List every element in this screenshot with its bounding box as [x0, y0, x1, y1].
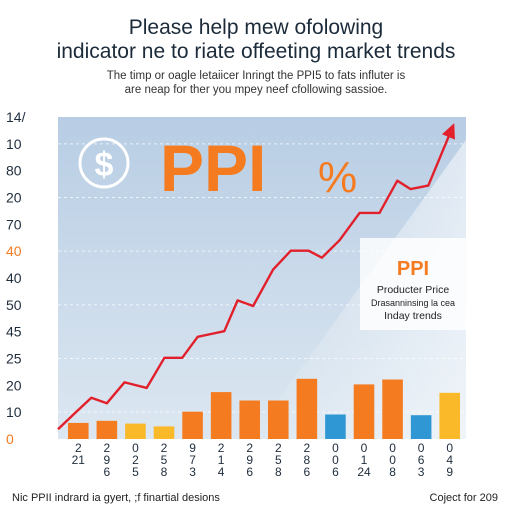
y-tick-label: 20	[6, 377, 22, 393]
subtitle-line-2: are neap for ther you mpey neef cfollowi…	[124, 84, 388, 96]
y-axis-tick-labels: 0 10 20 25 45 50 40 40 70 20 80 10 14/	[6, 109, 26, 447]
bar	[410, 415, 432, 439]
bar	[296, 378, 318, 439]
footer-note: Nic PPII indrard ia gyert, ;f finartial …	[12, 492, 220, 504]
inset-title: PPI	[397, 258, 429, 280]
bar	[439, 392, 460, 439]
bar	[182, 411, 203, 439]
page-title-line-2: indicator ne to riate offeeting market t…	[56, 40, 456, 63]
y-tick-label: 70	[6, 216, 22, 232]
bar	[96, 420, 118, 439]
page-title-line-1: Please help mew ofolowing	[128, 16, 384, 39]
bar	[268, 400, 289, 439]
dollar-icon: $	[78, 137, 130, 189]
bars	[68, 378, 460, 439]
y-tick-label: 80	[6, 163, 22, 179]
y-tick-label: 25	[6, 351, 22, 367]
inset-line-2: Drasanninsing la cea	[371, 298, 455, 308]
x-tick-label: 2 21	[72, 441, 86, 467]
dollar-symbol: $	[95, 146, 114, 184]
y-tick-label: 50	[6, 297, 22, 313]
y-tick-label: 14/	[6, 109, 26, 125]
bar	[68, 422, 89, 439]
x-tick-label: 0 1 24	[357, 441, 371, 479]
y-tick-label: 0	[6, 431, 14, 447]
bar	[210, 392, 232, 439]
bar	[125, 423, 146, 439]
y-tick-label: 10	[6, 404, 22, 420]
y-tick-label: 45	[6, 324, 22, 340]
ppi-trend-line	[57, 126, 454, 431]
light-ray	[250, 140, 466, 439]
subtitle-line-1: The timp or oagle letaiicer Inringt the …	[106, 70, 406, 82]
ppi-overlay-text: PPI	[160, 131, 266, 205]
y-tick-label: 10	[6, 136, 22, 152]
y-tick-label: 40	[6, 243, 22, 259]
inset-box	[360, 238, 466, 330]
percent-symbol: %	[318, 153, 357, 202]
bar	[353, 384, 375, 439]
y-tick-label: 20	[6, 190, 22, 206]
bar	[382, 379, 403, 439]
inset-panel: PPI Producter Price Drasanninsing la cea…	[360, 238, 466, 330]
bar	[239, 400, 260, 439]
y-tick-label: 40	[6, 270, 22, 286]
bar	[325, 414, 346, 439]
gridlines	[58, 143, 466, 413]
inset-line-3: Inday trends	[384, 310, 442, 322]
ppi-chart: $ PPI % 0 10 20 25 45 50 40 40 70 20 80 10 14/ 2 21 2 9…	[6, 109, 466, 479]
bar	[153, 426, 175, 439]
inset-line-1: Producter Price	[377, 284, 450, 296]
x-axis-tick-labels: 2 21 2 9 6 0 2 5 2 5 8 9 7 3 2 1 4 2 9 6 2 5 8 2 8 6 0 0 6 0 1 24 0 0 8 0 6 3…	[72, 441, 454, 479]
trend-arrowhead	[442, 123, 455, 140]
footer-credit: Coject for 209	[429, 492, 498, 504]
